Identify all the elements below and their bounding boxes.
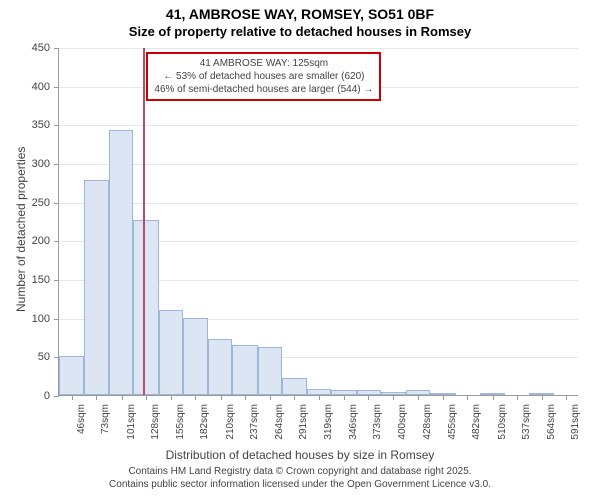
xtick-label: 291sqm bbox=[298, 404, 309, 454]
xtick-mark bbox=[443, 395, 444, 400]
histogram-bar bbox=[59, 356, 84, 395]
xtick-mark bbox=[146, 395, 147, 400]
gridline-h bbox=[59, 48, 578, 49]
xtick-label: 400sqm bbox=[397, 404, 408, 454]
xtick-label: 101sqm bbox=[126, 404, 137, 454]
y-axis-label: Number of detached properties bbox=[14, 147, 28, 312]
xtick-label: 319sqm bbox=[323, 404, 334, 454]
xtick-label: 346sqm bbox=[348, 404, 359, 454]
chart-container: 41, AMBROSE WAY, ROMSEY, SO51 0BF Size o… bbox=[0, 0, 600, 500]
ytick-label: 400 bbox=[0, 81, 50, 93]
annotation-line-3: 46% of semi-detached houses are larger (… bbox=[154, 83, 373, 96]
ytick-mark bbox=[54, 280, 59, 281]
xtick-mark bbox=[542, 395, 543, 400]
xtick-mark bbox=[517, 395, 518, 400]
chart-title-2: Size of property relative to detached ho… bbox=[0, 24, 600, 39]
xtick-label: 510sqm bbox=[497, 404, 508, 454]
ytick-mark bbox=[54, 87, 59, 88]
footer-line-1: Contains HM Land Registry data © Crown c… bbox=[0, 466, 600, 477]
ytick-label: 450 bbox=[0, 42, 50, 54]
histogram-bar bbox=[159, 310, 184, 395]
xtick-label: 428sqm bbox=[422, 404, 433, 454]
ytick-mark bbox=[54, 241, 59, 242]
xtick-mark bbox=[467, 395, 468, 400]
ytick-mark bbox=[54, 164, 59, 165]
xtick-label: 564sqm bbox=[546, 404, 557, 454]
xtick-mark bbox=[122, 395, 123, 400]
xtick-label: 482sqm bbox=[471, 404, 482, 454]
annotation-box: 41 AMBROSE WAY: 125sqm ← 53% of detached… bbox=[146, 52, 381, 101]
xtick-mark bbox=[294, 395, 295, 400]
annotation-line-1: 41 AMBROSE WAY: 125sqm bbox=[154, 57, 373, 70]
xtick-label: 591sqm bbox=[570, 404, 581, 454]
xtick-mark bbox=[221, 395, 222, 400]
xtick-label: 537sqm bbox=[521, 404, 532, 454]
xtick-mark bbox=[566, 395, 567, 400]
annotation-line-2: ← 53% of detached houses are smaller (62… bbox=[154, 70, 373, 83]
xtick-label: 73sqm bbox=[100, 404, 111, 454]
xtick-label: 373sqm bbox=[372, 404, 383, 454]
ytick-mark bbox=[54, 125, 59, 126]
xtick-label: 182sqm bbox=[199, 404, 210, 454]
xtick-label: 46sqm bbox=[76, 404, 87, 454]
xtick-mark bbox=[418, 395, 419, 400]
xtick-label: 210sqm bbox=[225, 404, 236, 454]
xtick-mark bbox=[493, 395, 494, 400]
xtick-label: 128sqm bbox=[150, 404, 161, 454]
reference-vline bbox=[143, 48, 145, 395]
histogram-bar bbox=[258, 347, 283, 395]
ytick-label: 200 bbox=[0, 235, 50, 247]
xtick-mark bbox=[171, 395, 172, 400]
histogram-bar bbox=[208, 339, 233, 395]
chart-title-1: 41, AMBROSE WAY, ROMSEY, SO51 0BF bbox=[0, 6, 600, 22]
histogram-bar bbox=[133, 220, 158, 395]
xtick-mark bbox=[368, 395, 369, 400]
xtick-label: 264sqm bbox=[274, 404, 285, 454]
ytick-mark bbox=[54, 48, 59, 49]
xtick-label: 237sqm bbox=[249, 404, 260, 454]
ytick-mark bbox=[54, 396, 59, 397]
ytick-label: 0 bbox=[0, 390, 50, 402]
xtick-label: 455sqm bbox=[447, 404, 458, 454]
xtick-mark bbox=[270, 395, 271, 400]
histogram-bar bbox=[232, 345, 257, 395]
ytick-label: 300 bbox=[0, 158, 50, 170]
xtick-mark bbox=[195, 395, 196, 400]
gridline-h bbox=[59, 125, 578, 126]
histogram-bar bbox=[109, 130, 134, 395]
xtick-mark bbox=[393, 395, 394, 400]
xtick-mark bbox=[245, 395, 246, 400]
ytick-label: 250 bbox=[0, 197, 50, 209]
ytick-mark bbox=[54, 319, 59, 320]
xtick-mark bbox=[72, 395, 73, 400]
histogram-bar bbox=[84, 180, 109, 395]
ytick-label: 150 bbox=[0, 274, 50, 286]
xtick-mark bbox=[96, 395, 97, 400]
xtick-mark bbox=[344, 395, 345, 400]
ytick-label: 100 bbox=[0, 313, 50, 325]
xtick-label: 155sqm bbox=[175, 404, 186, 454]
gridline-h bbox=[59, 203, 578, 204]
gridline-h bbox=[59, 164, 578, 165]
xtick-mark bbox=[319, 395, 320, 400]
histogram-bar bbox=[183, 318, 208, 395]
histogram-bar bbox=[282, 378, 307, 395]
ytick-label: 50 bbox=[0, 351, 50, 363]
ytick-mark bbox=[54, 203, 59, 204]
ytick-label: 350 bbox=[0, 119, 50, 131]
footer-line-2: Contains public sector information licen… bbox=[0, 479, 600, 490]
